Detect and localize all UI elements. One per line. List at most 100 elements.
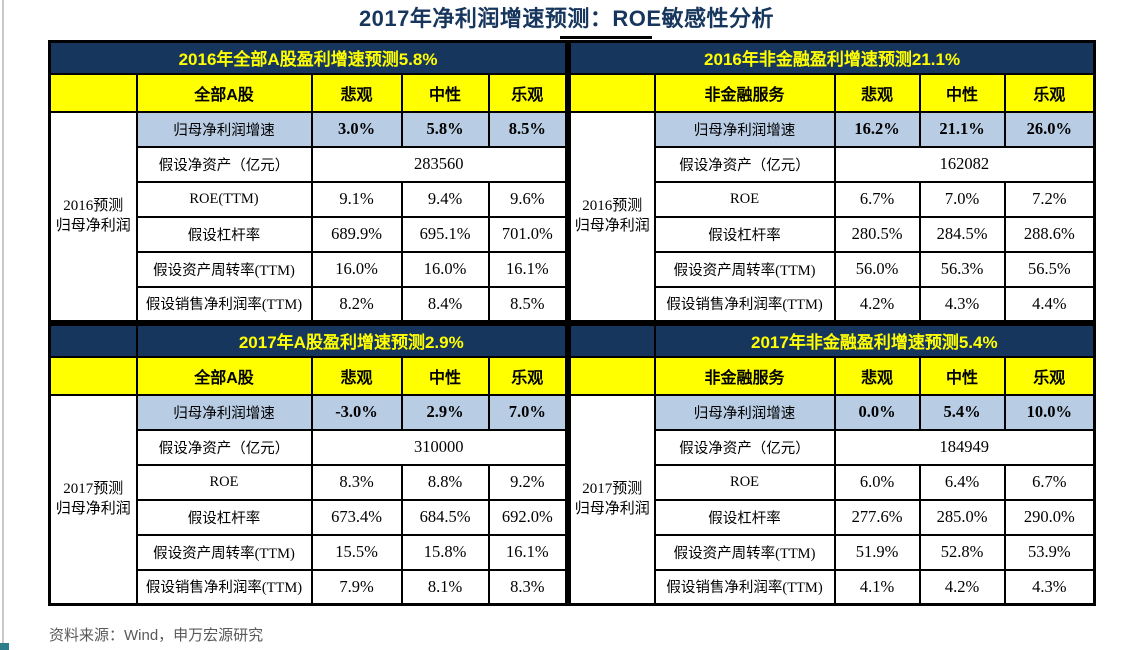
row-group-label-line1: 2016预测 (63, 198, 124, 214)
value-cell-merged: 162082 (833, 145, 1096, 183)
value-cell: 15.5% (310, 533, 403, 571)
column-header-spacer (48, 72, 138, 113)
row-label: ROE(TTM) (135, 180, 313, 218)
value-cell: 16.1% (487, 250, 568, 288)
column-header: 中性 (400, 355, 490, 396)
source-note: 资料来源：Wind，申万宏源研究 (49, 627, 264, 644)
value-cell: 7.0% (487, 393, 568, 431)
row-group-label-line2: 归母净利润 (55, 218, 131, 235)
column-header: 乐观 (1003, 355, 1096, 396)
row-group-label-line2: 归母净利润 (574, 501, 650, 518)
value-cell: 8.8% (400, 463, 490, 501)
page-title: 2017年净利润增速预测：ROE敏感性分析 (358, 6, 775, 31)
middle-column-top-border (560, 36, 652, 39)
row-label: 假设净资产（亿元） (653, 145, 836, 183)
value-cell: 56.5% (1003, 250, 1096, 288)
value-cell: 695.1% (400, 215, 490, 253)
row-label: 假设净资产（亿元） (135, 428, 313, 466)
value-cell: 290.0% (1003, 498, 1096, 536)
column-header: 非金融服务 (653, 355, 836, 396)
value-cell: 3.0% (310, 110, 403, 148)
sensitivity-tables: 2016年全部A股盈利增速预测5.8% 全部A股 悲观 中性 乐观 2016预测 归母净利润… (48, 40, 1097, 606)
teal-accent-mark (0, 643, 9, 650)
value-cell: 8.5% (487, 110, 568, 148)
row-group-label-line1: 2017预测 (582, 481, 643, 497)
table-2017-non-financial: 2017年非金融盈利增速预测5.4% 非金融服务 悲观 中性 乐观 2017预测 归母净利润… (568, 323, 1097, 606)
row-label: 假设净资产（亿元） (135, 145, 313, 183)
row-label: 假设销售净利润率(TTM) (653, 285, 836, 323)
row-label: ROE (653, 180, 836, 218)
value-cell: 284.5% (918, 215, 1006, 253)
row-label: 假设销售净利润率(TTM) (135, 285, 313, 323)
column-header: 全部A股 (135, 72, 313, 113)
row-label: 假设杠杆率 (653, 498, 836, 536)
column-header: 乐观 (1003, 72, 1096, 113)
value-cell: 4.3% (1003, 568, 1096, 606)
row-label: ROE (653, 463, 836, 501)
row-label: 假设资产周转率(TTM) (135, 250, 313, 288)
value-cell: 689.9% (310, 215, 403, 253)
value-cell: 4.3% (918, 285, 1006, 323)
column-header: 中性 (400, 72, 490, 113)
column-header: 非金融服务 (653, 72, 836, 113)
value-cell: 16.0% (400, 250, 490, 288)
quadrant-header: 2017年非金融盈利增速预测5.4% (653, 323, 1096, 358)
row-label: 假设净资产（亿元） (653, 428, 836, 466)
value-cell: 51.9% (833, 533, 921, 571)
row-group-label-line1: 2016预测 (582, 198, 643, 214)
value-cell-merged: 184949 (833, 428, 1096, 466)
value-cell: 9.2% (487, 463, 568, 501)
row-label: 假设资产周转率(TTM) (653, 533, 836, 571)
quadrant-header-spacer (48, 323, 138, 358)
column-header: 乐观 (487, 355, 568, 396)
value-cell-merged: 283560 (310, 145, 568, 183)
row-label: ROE (135, 463, 313, 501)
table-2017-a-share: 2017年A股盈利增速预测2.9% 全部A股 悲观 中性 乐观 2017预测 归母净利润 归母… (48, 323, 569, 606)
row-label: 假设杠杆率 (653, 215, 836, 253)
value-cell: 4.4% (1003, 285, 1096, 323)
row-group-label: 2016预测 归母净利润 (48, 110, 138, 323)
column-header-spacer (568, 355, 656, 396)
value-cell: 6.7% (833, 180, 921, 218)
value-cell: 52.8% (918, 533, 1006, 571)
column-header: 悲观 (833, 355, 921, 396)
column-header: 悲观 (310, 72, 403, 113)
value-cell: 288.6% (1003, 215, 1096, 253)
value-cell: 8.4% (400, 285, 490, 323)
half-2017: 2017年A股盈利增速预测2.9% 全部A股 悲观 中性 乐观 2017预测 归母净利润 归母… (48, 323, 1097, 606)
value-cell: 701.0% (487, 215, 568, 253)
column-header: 中性 (918, 355, 1006, 396)
row-label: 归母净利润增速 (653, 393, 836, 431)
column-header-spacer (568, 72, 656, 113)
row-label: 假设杠杆率 (135, 215, 313, 253)
column-header: 中性 (918, 72, 1006, 113)
value-cell: 692.0% (487, 498, 568, 536)
quadrant-header-spacer (568, 323, 656, 358)
row-label: 假设杠杆率 (135, 498, 313, 536)
value-cell: 277.6% (833, 498, 921, 536)
value-cell: 0.0% (833, 393, 921, 431)
value-cell: 9.6% (487, 180, 568, 218)
value-cell: 8.2% (310, 285, 403, 323)
value-cell: 5.8% (400, 110, 490, 148)
value-cell: 5.4% (918, 393, 1006, 431)
row-label: 假设销售净利润率(TTM) (135, 568, 313, 606)
row-label: 假设销售净利润率(TTM) (653, 568, 836, 606)
value-cell: 7.2% (1003, 180, 1096, 218)
row-label: 归母净利润增速 (135, 393, 313, 431)
quadrant-header: 2016年非金融盈利增速预测21.1% (568, 40, 1096, 75)
value-cell: 10.0% (1003, 393, 1096, 431)
value-cell: 16.1% (487, 533, 568, 571)
row-group-label-line1: 2017预测 (63, 481, 124, 497)
value-cell: 7.0% (918, 180, 1006, 218)
half-2016: 2016年全部A股盈利增速预测5.8% 全部A股 悲观 中性 乐观 2016预测 归母净利润… (48, 40, 1097, 323)
value-cell: 4.2% (833, 285, 921, 323)
value-cell: 4.1% (833, 568, 921, 606)
column-header: 全部A股 (135, 355, 313, 396)
value-cell-merged: 310000 (310, 428, 568, 466)
table-2016-all-a-share: 2016年全部A股盈利增速预测5.8% 全部A股 悲观 中性 乐观 2016预测 归母净利润… (48, 40, 569, 323)
value-cell: 280.5% (833, 215, 921, 253)
value-cell: 673.4% (310, 498, 403, 536)
value-cell: 2.9% (400, 393, 490, 431)
